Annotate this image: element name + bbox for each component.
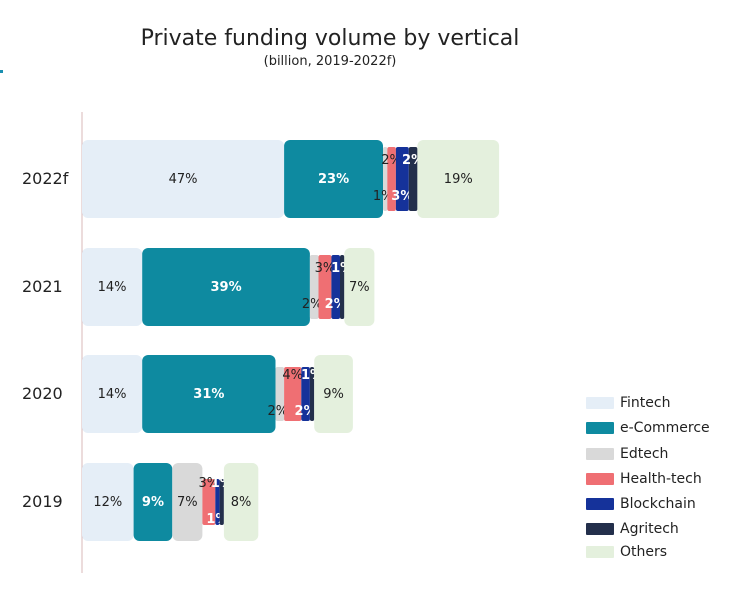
bar-2022f-e-commerce xyxy=(284,140,383,218)
bar-2020-blockchain xyxy=(301,367,310,421)
data-label-2021-e-commerce: 39% xyxy=(210,280,241,295)
bar-2021-fintech xyxy=(82,248,143,326)
legend-label-health-tech: Health-tech xyxy=(620,471,702,487)
legend-item-health-tech: Health-tech xyxy=(586,469,702,489)
legend-swatch-agritech xyxy=(586,523,614,535)
legend-label-fintech: Fintech xyxy=(620,395,671,411)
data-label-2022f-e-commerce: 23% xyxy=(318,172,349,187)
data-label-2019-others: 8% xyxy=(231,495,252,510)
data-label-2020-health-tech: 4% xyxy=(282,368,303,383)
bar-2020-health-tech xyxy=(284,367,302,421)
bar-2021-blockchain xyxy=(331,255,340,319)
bar-2019-blockchain xyxy=(215,479,220,525)
data-label-2022f-fintech: 47% xyxy=(169,172,198,187)
legend-label-edtech: Edtech xyxy=(620,446,669,462)
data-label-2022f-others: 19% xyxy=(444,172,473,187)
data-label-2019-health-tech: 3% xyxy=(199,476,220,491)
data-label-2020-others: 9% xyxy=(323,387,344,402)
bar-2021-agritech xyxy=(340,255,345,319)
legend-item-blockchain: Blockchain xyxy=(586,494,696,514)
category-label-2020: 2020 xyxy=(22,384,63,403)
bar-2022f-others xyxy=(417,140,500,218)
data-label-2021-edtech: 2% xyxy=(302,297,323,312)
data-label-2021-health-tech: 3% xyxy=(315,261,336,276)
bar-2021-health-tech xyxy=(318,255,332,319)
bar-2022f-blockchain xyxy=(395,147,409,211)
bar-2019-e-commerce xyxy=(133,463,173,541)
bar-2019-others xyxy=(223,463,259,541)
bar-2019-health-tech xyxy=(202,479,216,525)
decorative-dot xyxy=(0,70,3,73)
bar-2022f-edtech xyxy=(383,147,388,211)
bar-2020-fintech xyxy=(82,355,143,433)
data-label-2022f-blockchain: 3% xyxy=(391,189,413,204)
bar-2022f-agritech xyxy=(408,147,418,211)
chart-title: Private funding volume by vertical xyxy=(140,26,520,51)
legend-swatch-e-commerce xyxy=(586,422,614,434)
legend-label-blockchain: Blockchain xyxy=(620,496,696,512)
bar-2020-agritech xyxy=(309,367,315,421)
legend-swatch-others xyxy=(586,546,614,558)
legend-swatch-fintech xyxy=(586,397,614,409)
data-label-2019-edtech: 7% xyxy=(177,495,198,510)
legend-label-others: Others xyxy=(620,544,668,560)
bar-2021-edtech xyxy=(309,255,319,319)
data-label-2020-edtech: 2% xyxy=(267,404,288,419)
legend-item-others: Others xyxy=(586,542,667,562)
data-label-2021-others: 7% xyxy=(349,280,370,295)
bar-2020-others xyxy=(314,355,353,433)
bar-2019-edtech xyxy=(172,463,203,541)
bar-2021-others xyxy=(344,248,375,326)
data-label-2019-fintech: 12% xyxy=(93,495,122,510)
legend-label-e-commerce: e-Commerce xyxy=(620,420,710,436)
bar-2020-edtech xyxy=(275,367,285,421)
legend-label-agritech: Agritech xyxy=(620,521,679,537)
chart-subtitle: (billion, 2019-2022f) xyxy=(263,54,397,69)
bar-2022f-health-tech xyxy=(387,147,396,211)
bar-2020-e-commerce xyxy=(142,355,276,433)
bar-2022f-fintech xyxy=(82,140,285,218)
data-label-2021-fintech: 14% xyxy=(98,280,127,295)
bar-2019-agritech xyxy=(219,479,224,525)
legend-item-e-commerce: e-Commerce xyxy=(586,418,710,438)
legend-item-fintech: Fintech xyxy=(586,393,670,413)
data-label-2020-fintech: 14% xyxy=(98,387,127,402)
legend-swatch-blockchain xyxy=(586,498,614,510)
data-label-2019-e-commerce: 9% xyxy=(142,495,164,510)
legend-swatch-edtech xyxy=(586,448,614,460)
category-label-2019: 2019 xyxy=(22,492,63,511)
category-label-2022f: 2022f xyxy=(22,169,69,188)
legend-item-edtech: Edtech xyxy=(586,444,668,464)
category-label-2021: 2021 xyxy=(22,277,63,296)
legend-swatch-health-tech xyxy=(586,473,614,485)
bar-2021-e-commerce xyxy=(142,248,310,326)
bar-2019-fintech xyxy=(82,463,134,541)
legend-item-agritech: Agritech xyxy=(586,519,679,539)
data-label-2020-e-commerce: 31% xyxy=(193,387,224,402)
